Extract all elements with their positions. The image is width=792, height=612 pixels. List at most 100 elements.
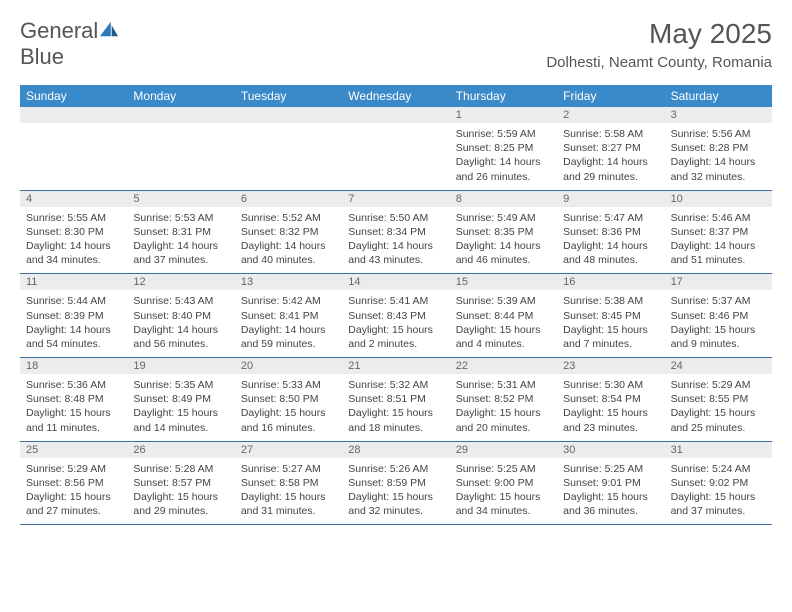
day-number: 24: [665, 358, 772, 374]
day-info: Sunrise: 5:49 AMSunset: 8:35 PMDaylight:…: [454, 209, 553, 268]
day-info: Sunrise: 5:59 AMSunset: 8:25 PMDaylight:…: [454, 125, 553, 184]
day-cell: Sunrise: 5:39 AMSunset: 8:44 PMDaylight:…: [450, 290, 557, 357]
day-number: [235, 107, 342, 123]
day-number: 21: [342, 358, 449, 374]
day-info: Sunrise: 5:30 AMSunset: 8:54 PMDaylight:…: [561, 376, 660, 435]
day-number: 28: [342, 442, 449, 458]
day-cell: Sunrise: 5:47 AMSunset: 8:36 PMDaylight:…: [557, 207, 664, 274]
sail-icon: [98, 20, 120, 38]
day-info: Sunrise: 5:36 AMSunset: 8:48 PMDaylight:…: [24, 376, 123, 435]
day-info: Sunrise: 5:27 AMSunset: 8:58 PMDaylight:…: [239, 460, 338, 519]
brand-logo: General Blue: [20, 18, 120, 70]
day-number: 30: [557, 442, 664, 458]
header: General Blue May 2025 Dolhesti, Neamt Co…: [20, 18, 772, 71]
day-cell: [127, 123, 234, 190]
day-number: 7: [342, 191, 449, 207]
week-daynum-row: 18192021222324: [20, 358, 772, 374]
day-info: Sunrise: 5:50 AMSunset: 8:34 PMDaylight:…: [346, 209, 445, 268]
day-number: 17: [665, 274, 772, 290]
day-cell: Sunrise: 5:32 AMSunset: 8:51 PMDaylight:…: [342, 374, 449, 441]
day-cell: Sunrise: 5:25 AMSunset: 9:01 PMDaylight:…: [557, 458, 664, 525]
day-cell: Sunrise: 5:49 AMSunset: 8:35 PMDaylight:…: [450, 207, 557, 274]
day-number: 3: [665, 107, 772, 123]
day-info: Sunrise: 5:46 AMSunset: 8:37 PMDaylight:…: [669, 209, 768, 268]
day-number: 4: [20, 191, 127, 207]
day-info: Sunrise: 5:31 AMSunset: 8:52 PMDaylight:…: [454, 376, 553, 435]
day-cell: Sunrise: 5:41 AMSunset: 8:43 PMDaylight:…: [342, 290, 449, 357]
day-number: 14: [342, 274, 449, 290]
day-info: Sunrise: 5:28 AMSunset: 8:57 PMDaylight:…: [131, 460, 230, 519]
day-cell: Sunrise: 5:59 AMSunset: 8:25 PMDaylight:…: [450, 123, 557, 190]
day-cell: Sunrise: 5:30 AMSunset: 8:54 PMDaylight:…: [557, 374, 664, 441]
day-info: Sunrise: 5:55 AMSunset: 8:30 PMDaylight:…: [24, 209, 123, 268]
day-number: 16: [557, 274, 664, 290]
day-cell: Sunrise: 5:24 AMSunset: 9:02 PMDaylight:…: [665, 458, 772, 525]
day-number: 19: [127, 358, 234, 374]
day-number: 31: [665, 442, 772, 458]
day-number: 9: [557, 191, 664, 207]
day-info: Sunrise: 5:29 AMSunset: 8:55 PMDaylight:…: [669, 376, 768, 435]
day-info: Sunrise: 5:43 AMSunset: 8:40 PMDaylight:…: [131, 292, 230, 351]
dow-header-cell: Tuesday: [235, 85, 342, 107]
day-info: Sunrise: 5:41 AMSunset: 8:43 PMDaylight:…: [346, 292, 445, 351]
week-daynum-row: 25262728293031: [20, 442, 772, 458]
day-info: Sunrise: 5:39 AMSunset: 8:44 PMDaylight:…: [454, 292, 553, 351]
day-info: Sunrise: 5:53 AMSunset: 8:31 PMDaylight:…: [131, 209, 230, 268]
day-cell: Sunrise: 5:50 AMSunset: 8:34 PMDaylight:…: [342, 207, 449, 274]
month-title: May 2025: [546, 18, 772, 50]
day-number: 23: [557, 358, 664, 374]
brand-text: General Blue: [20, 18, 120, 70]
day-cell: Sunrise: 5:44 AMSunset: 8:39 PMDaylight:…: [20, 290, 127, 357]
day-number: 5: [127, 191, 234, 207]
day-number: 18: [20, 358, 127, 374]
day-info: Sunrise: 5:58 AMSunset: 8:27 PMDaylight:…: [561, 125, 660, 184]
day-number: [20, 107, 127, 123]
day-number: 26: [127, 442, 234, 458]
day-number: 20: [235, 358, 342, 374]
dow-header-cell: Saturday: [665, 85, 772, 107]
week-info-row: Sunrise: 5:36 AMSunset: 8:48 PMDaylight:…: [20, 374, 772, 442]
day-cell: Sunrise: 5:56 AMSunset: 8:28 PMDaylight:…: [665, 123, 772, 190]
day-cell: Sunrise: 5:29 AMSunset: 8:56 PMDaylight:…: [20, 458, 127, 525]
day-info: Sunrise: 5:25 AMSunset: 9:00 PMDaylight:…: [454, 460, 553, 519]
day-number: 2: [557, 107, 664, 123]
dow-header-row: SundayMondayTuesdayWednesdayThursdayFrid…: [20, 85, 772, 107]
day-info: Sunrise: 5:32 AMSunset: 8:51 PMDaylight:…: [346, 376, 445, 435]
day-cell: Sunrise: 5:29 AMSunset: 8:55 PMDaylight:…: [665, 374, 772, 441]
brand-name-b: Blue: [20, 44, 64, 69]
location-text: Dolhesti, Neamt County, Romania: [546, 54, 772, 71]
day-cell: [20, 123, 127, 190]
week-info-row: Sunrise: 5:29 AMSunset: 8:56 PMDaylight:…: [20, 458, 772, 526]
calendar: SundayMondayTuesdayWednesdayThursdayFrid…: [20, 85, 772, 525]
dow-header-cell: Thursday: [450, 85, 557, 107]
day-cell: Sunrise: 5:25 AMSunset: 9:00 PMDaylight:…: [450, 458, 557, 525]
day-info: Sunrise: 5:35 AMSunset: 8:49 PMDaylight:…: [131, 376, 230, 435]
day-info: Sunrise: 5:44 AMSunset: 8:39 PMDaylight:…: [24, 292, 123, 351]
day-info: Sunrise: 5:33 AMSunset: 8:50 PMDaylight:…: [239, 376, 338, 435]
week-daynum-row: 123: [20, 107, 772, 123]
day-cell: Sunrise: 5:35 AMSunset: 8:49 PMDaylight:…: [127, 374, 234, 441]
day-info: Sunrise: 5:24 AMSunset: 9:02 PMDaylight:…: [669, 460, 768, 519]
day-cell: Sunrise: 5:27 AMSunset: 8:58 PMDaylight:…: [235, 458, 342, 525]
day-number: 12: [127, 274, 234, 290]
day-number: 11: [20, 274, 127, 290]
day-cell: Sunrise: 5:58 AMSunset: 8:27 PMDaylight:…: [557, 123, 664, 190]
day-info: Sunrise: 5:25 AMSunset: 9:01 PMDaylight:…: [561, 460, 660, 519]
day-cell: Sunrise: 5:28 AMSunset: 8:57 PMDaylight:…: [127, 458, 234, 525]
day-number: 6: [235, 191, 342, 207]
day-number: 27: [235, 442, 342, 458]
day-info: Sunrise: 5:26 AMSunset: 8:59 PMDaylight:…: [346, 460, 445, 519]
day-cell: Sunrise: 5:36 AMSunset: 8:48 PMDaylight:…: [20, 374, 127, 441]
day-cell: [235, 123, 342, 190]
day-cell: Sunrise: 5:46 AMSunset: 8:37 PMDaylight:…: [665, 207, 772, 274]
day-number: 1: [450, 107, 557, 123]
day-info: Sunrise: 5:52 AMSunset: 8:32 PMDaylight:…: [239, 209, 338, 268]
day-cell: Sunrise: 5:42 AMSunset: 8:41 PMDaylight:…: [235, 290, 342, 357]
day-info: Sunrise: 5:29 AMSunset: 8:56 PMDaylight:…: [24, 460, 123, 519]
day-info: Sunrise: 5:38 AMSunset: 8:45 PMDaylight:…: [561, 292, 660, 351]
day-cell: Sunrise: 5:53 AMSunset: 8:31 PMDaylight:…: [127, 207, 234, 274]
day-cell: Sunrise: 5:26 AMSunset: 8:59 PMDaylight:…: [342, 458, 449, 525]
day-info: Sunrise: 5:37 AMSunset: 8:46 PMDaylight:…: [669, 292, 768, 351]
week-info-row: Sunrise: 5:55 AMSunset: 8:30 PMDaylight:…: [20, 207, 772, 275]
week-daynum-row: 11121314151617: [20, 274, 772, 290]
